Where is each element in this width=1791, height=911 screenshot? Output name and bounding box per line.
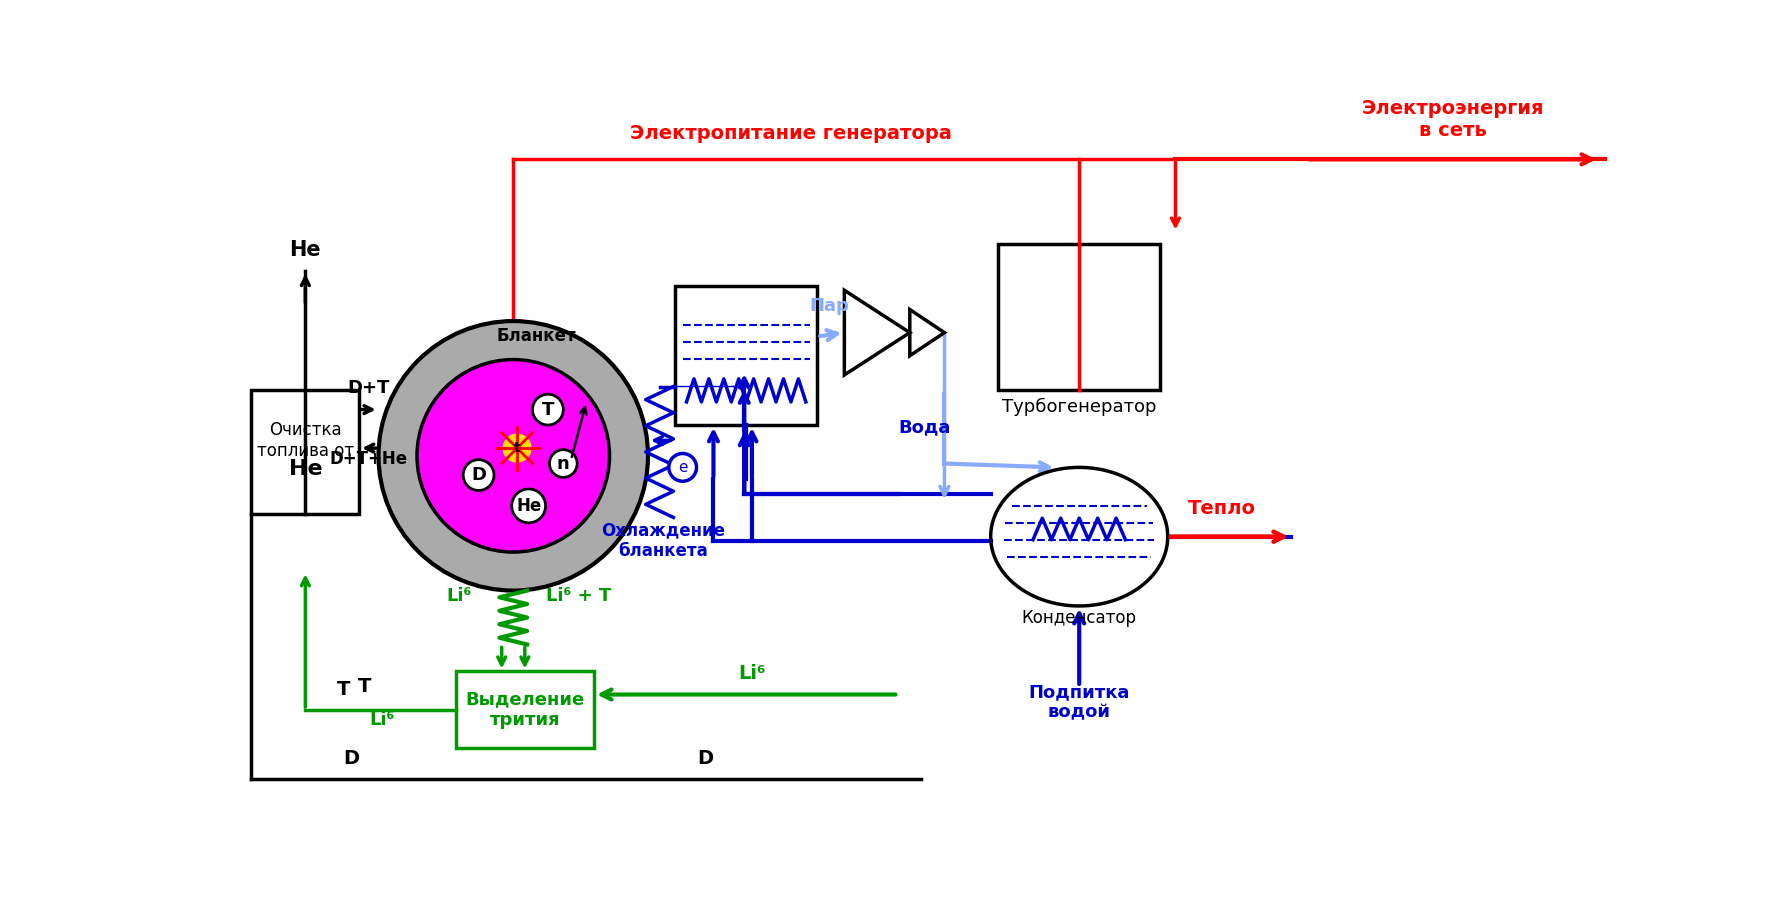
FancyBboxPatch shape [998,244,1161,391]
Circle shape [550,450,577,477]
Text: Li⁶ + T: Li⁶ + T [546,587,611,605]
Text: D+T: D+T [347,379,390,396]
Circle shape [512,489,546,523]
Circle shape [378,321,648,590]
Circle shape [532,394,564,425]
Circle shape [464,460,494,490]
Text: Конденсатор: Конденсатор [1021,609,1137,627]
Circle shape [503,435,530,462]
Text: e: e [679,460,688,475]
Text: Турбогенератор: Турбогенератор [1001,398,1157,416]
Text: Электропитание генератора: Электропитание генератора [629,124,951,143]
FancyBboxPatch shape [455,671,595,749]
Text: D+T+He: D+T+He [330,449,408,467]
Text: Очистка
топлива от: Очистка топлива от [256,421,355,460]
Text: T: T [541,401,553,419]
Text: Li⁶: Li⁶ [738,664,767,683]
Text: Пар: Пар [810,297,849,315]
Text: n: n [557,455,570,473]
Text: D: D [698,749,715,768]
Text: Электроэнергия
в сеть: Электроэнергия в сеть [1361,99,1544,140]
Text: Тепло: Тепло [1187,498,1255,517]
Text: Li⁶: Li⁶ [446,587,473,605]
Text: Вода: Вода [899,419,951,436]
Text: Подпитка
водой: Подпитка водой [1028,683,1130,722]
Text: He: He [290,240,321,260]
Text: t: t [514,441,521,456]
Text: T: T [358,677,373,696]
Text: Li⁶: Li⁶ [369,711,396,730]
Circle shape [417,360,609,552]
Circle shape [668,454,697,481]
Text: He: He [288,459,322,479]
Text: D: D [344,749,360,768]
Text: Выделение
трития: Выделение трития [466,691,584,730]
Text: Охлаждение
бланкета: Охлаждение бланкета [602,521,725,560]
FancyBboxPatch shape [251,391,360,514]
Text: D: D [471,466,485,484]
Text: Бланкет: Бланкет [496,327,577,345]
Text: He: He [516,496,541,515]
Text: T: T [337,680,351,699]
FancyBboxPatch shape [675,286,817,425]
